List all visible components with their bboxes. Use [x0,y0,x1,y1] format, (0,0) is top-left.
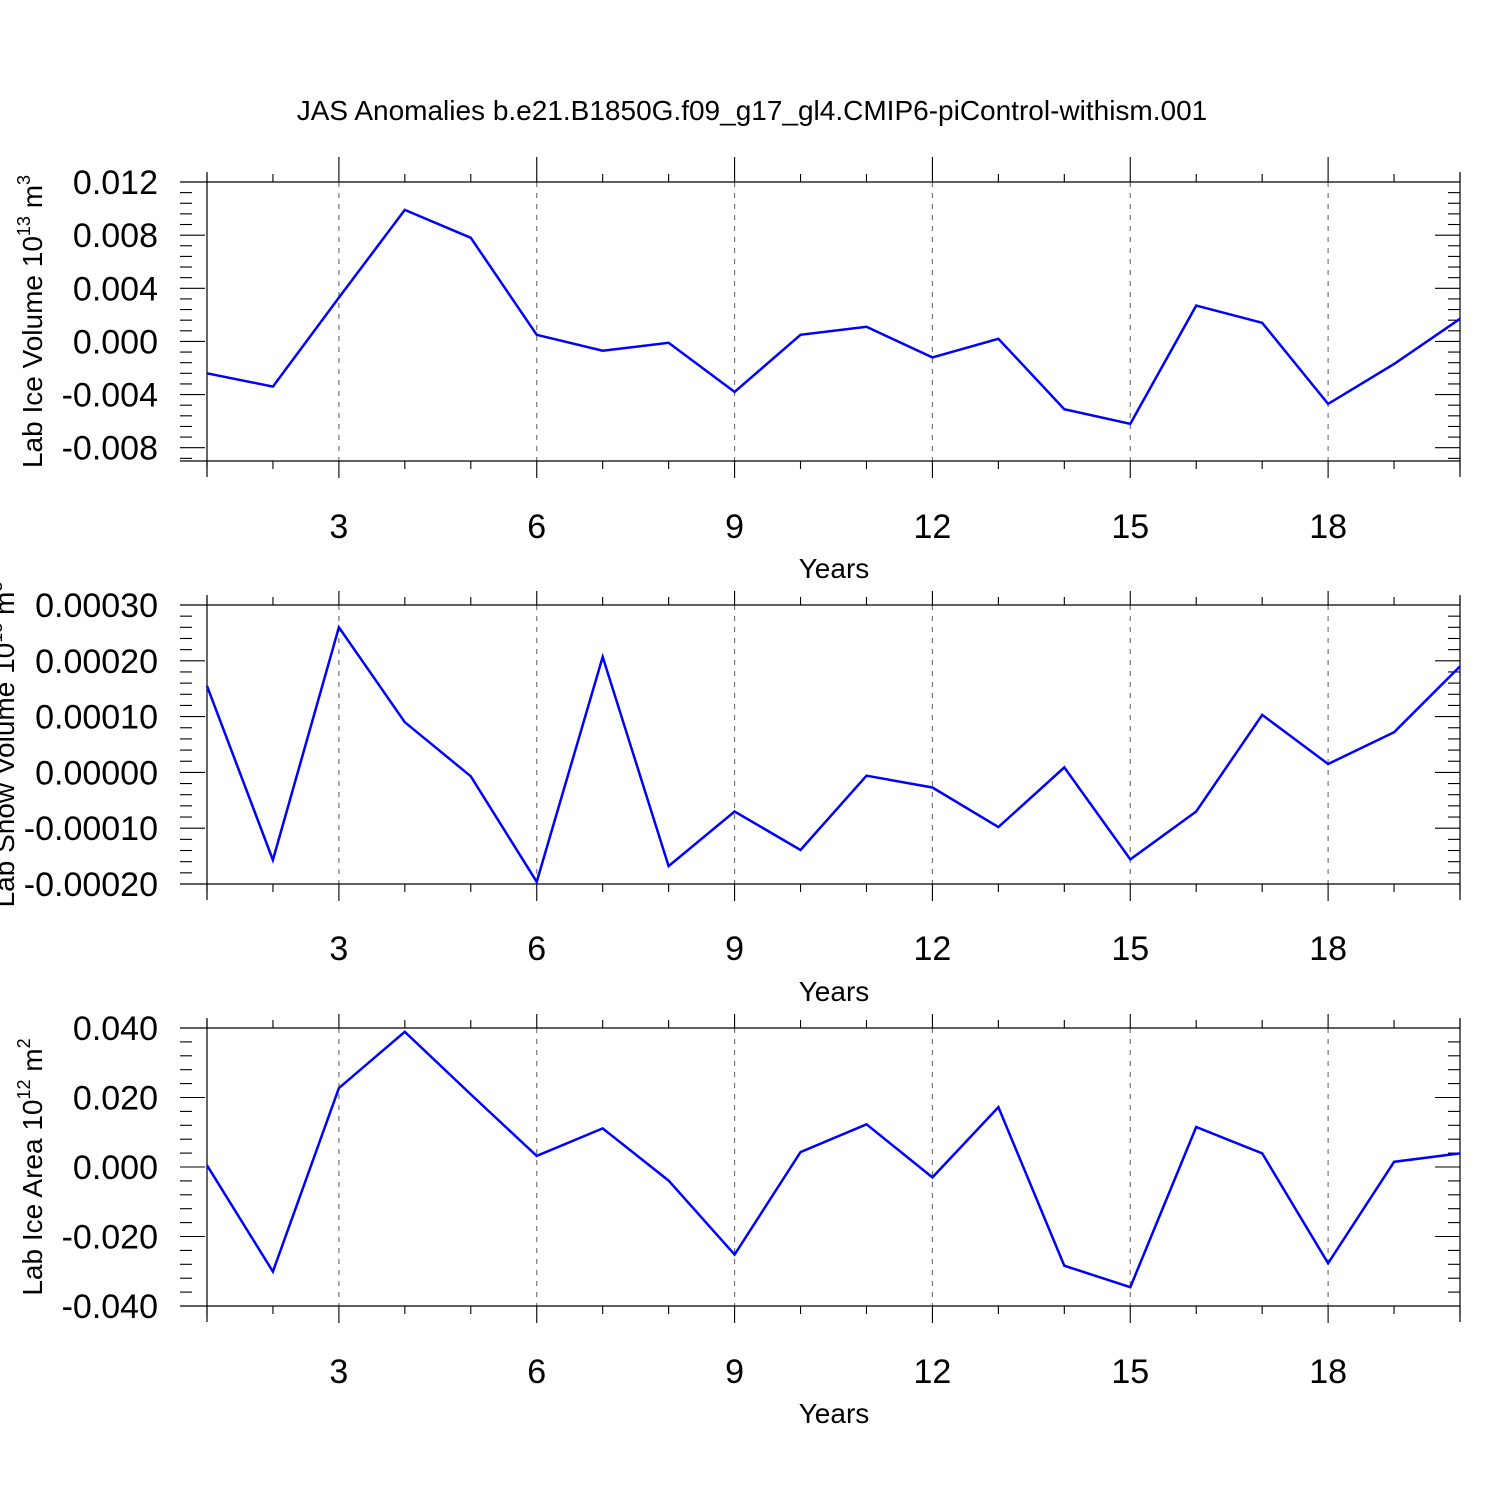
x-tick-label: 3 [329,930,348,968]
panels: -0.008 -0.004 0.000 0.004 0.008 0.012 3 6 9 12 15 1… [0,157,1461,1429]
y-tick-label: 0.040 [73,1010,158,1048]
y-tick-label: -0.008 [62,430,158,468]
x-tick-label: 15 [1111,1353,1149,1391]
x-tick-label: 18 [1309,930,1347,968]
y-axis-label-unit: m [0,592,20,623]
x-tick-label: 12 [914,508,952,546]
y-axis-label-exponent: 12 [14,1079,34,1099]
y-tick-label: 0.00000 [35,754,158,792]
y-axis-label-unit: m [17,1048,48,1079]
panel-lab-ice-volume: -0.008 -0.004 0.000 0.004 0.008 0.012 3 6 9 12 15 1… [14,157,1461,584]
x-tick-label: 12 [914,1353,952,1391]
y-axis-label-text: Lab Snow Volume 10 [0,643,20,908]
series-line [206,208,1461,426]
series-line [205,1030,1461,1289]
y-tick-label: 0.004 [73,270,158,308]
y-tick-label: 0.020 [73,1080,158,1118]
y-axis-label-unit-exponent: 3 [14,175,34,185]
x-axis-label: Years [799,976,870,1007]
series-line [205,624,1461,885]
x-axis-label: Years [799,1398,870,1429]
y-tick-label: -0.020 [62,1219,158,1257]
x-tick-label: 6 [527,930,546,968]
y-tick-label: -0.004 [62,377,158,415]
y-axis-label-exponent: 13 [14,216,34,236]
y-tick-label: -0.040 [62,1288,158,1326]
x-tick-label: 6 [527,1353,546,1391]
x-tick-label: 12 [914,930,952,968]
panel-lab-ice-area: -0.040 -0.020 0.000 0.020 0.040 3 6 9 12 15 18 Year… [14,1010,1461,1429]
x-tick-label: 18 [1309,1353,1347,1391]
y-axis-label-text: Lab Ice Volume 10 [17,236,48,468]
x-tick-label: 9 [725,930,744,968]
y-tick-label: 0.00030 [35,587,158,625]
y-axis-label: Lab Ice Area 1012 m2 [14,1038,48,1295]
y-axis-label: Lab Snow Volume 1013 m3 [0,582,20,908]
panel-lab-snow-volume: -0.00020 -0.00010 0.00000 0.00010 0.00020 0.0… [0,582,1461,1007]
y-axis-label-unit-exponent: 3 [0,582,6,592]
y-tick-label: 0.00010 [35,699,158,737]
y-tick-label: 0.000 [73,1149,158,1187]
x-tick-label: 9 [725,508,744,546]
x-tick-label: 15 [1111,508,1149,546]
y-tick-label: 0.008 [73,217,158,255]
x-tick-label: 15 [1111,930,1149,968]
x-tick-label: 9 [725,1353,744,1391]
y-axis-label-exponent: 13 [0,623,6,643]
y-axis-label-text: Lab Ice Area 10 [17,1100,48,1296]
x-tick-label: 18 [1309,508,1347,546]
y-tick-label: -0.00020 [24,866,158,904]
chart-title: JAS Anomalies b.e21.B1850G.f09_g17_gl4.C… [297,95,1208,126]
x-tick-label: 6 [527,508,546,546]
y-axis-label-unit: m [17,185,48,216]
x-axis-label: Years [799,553,870,584]
y-tick-label: 0.012 [73,164,158,202]
y-axis-label-unit-exponent: 2 [14,1038,34,1048]
y-tick-label: 0.000 [73,323,158,361]
y-axis-label: Lab Ice Volume 1013 m3 [14,175,48,468]
y-tick-label: -0.00010 [24,810,158,848]
x-tick-label: 3 [329,1353,348,1391]
y-tick-label: 0.00020 [35,643,158,681]
x-tick-label: 3 [329,508,348,546]
